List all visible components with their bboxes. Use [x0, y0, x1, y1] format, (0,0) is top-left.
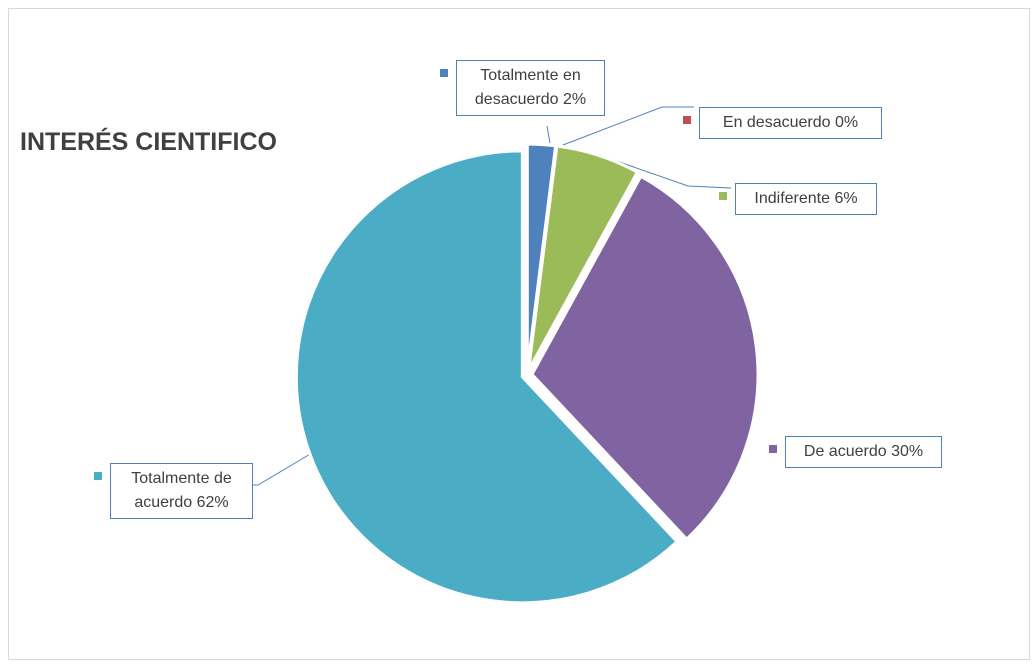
data-label: De acuerdo 30% [769, 436, 942, 468]
label-marker [719, 192, 727, 200]
label-box: Indiferente 6% [735, 183, 877, 215]
label-marker [94, 472, 102, 480]
leader-line [604, 156, 732, 189]
label-box: Totalmente de acuerdo 62% [110, 463, 253, 519]
label-category: De acuerdo [803, 443, 887, 460]
label-box: En desacuerdo 0% [699, 107, 882, 139]
pie-slice [294, 149, 680, 605]
leader-line [562, 106, 694, 146]
label-marker [769, 445, 777, 453]
label-value: 30% [891, 443, 924, 460]
label-marker [440, 69, 448, 77]
leader-line [546, 125, 551, 144]
data-label: En desacuerdo 0% [683, 107, 882, 139]
label-marker [683, 116, 691, 124]
label-value: 0% [834, 114, 859, 131]
data-label: Totalmente en desacuerdo 2% [440, 60, 605, 116]
label-box: De acuerdo 30% [785, 436, 942, 468]
label-box: Totalmente en desacuerdo 2% [456, 60, 605, 116]
pie-slice [527, 144, 640, 371]
data-label: Totalmente de acuerdo 62% [94, 463, 253, 519]
label-category: En desacuerdo [722, 114, 831, 131]
label-value: 6% [834, 190, 858, 207]
leader-lines [249, 106, 732, 486]
label-category: Indiferente [754, 190, 831, 207]
chart-title: INTERÉS CIENTIFICO [20, 128, 277, 156]
label-category: Totalmente de acuerdo [131, 470, 232, 511]
label-category: Totalmente en desacuerdo [474, 67, 581, 108]
label-value: 62% [196, 494, 229, 511]
label-value: 2% [562, 91, 587, 108]
pie [294, 142, 760, 605]
pie-slice [530, 174, 760, 542]
data-label: Indiferente 6% [719, 183, 877, 215]
